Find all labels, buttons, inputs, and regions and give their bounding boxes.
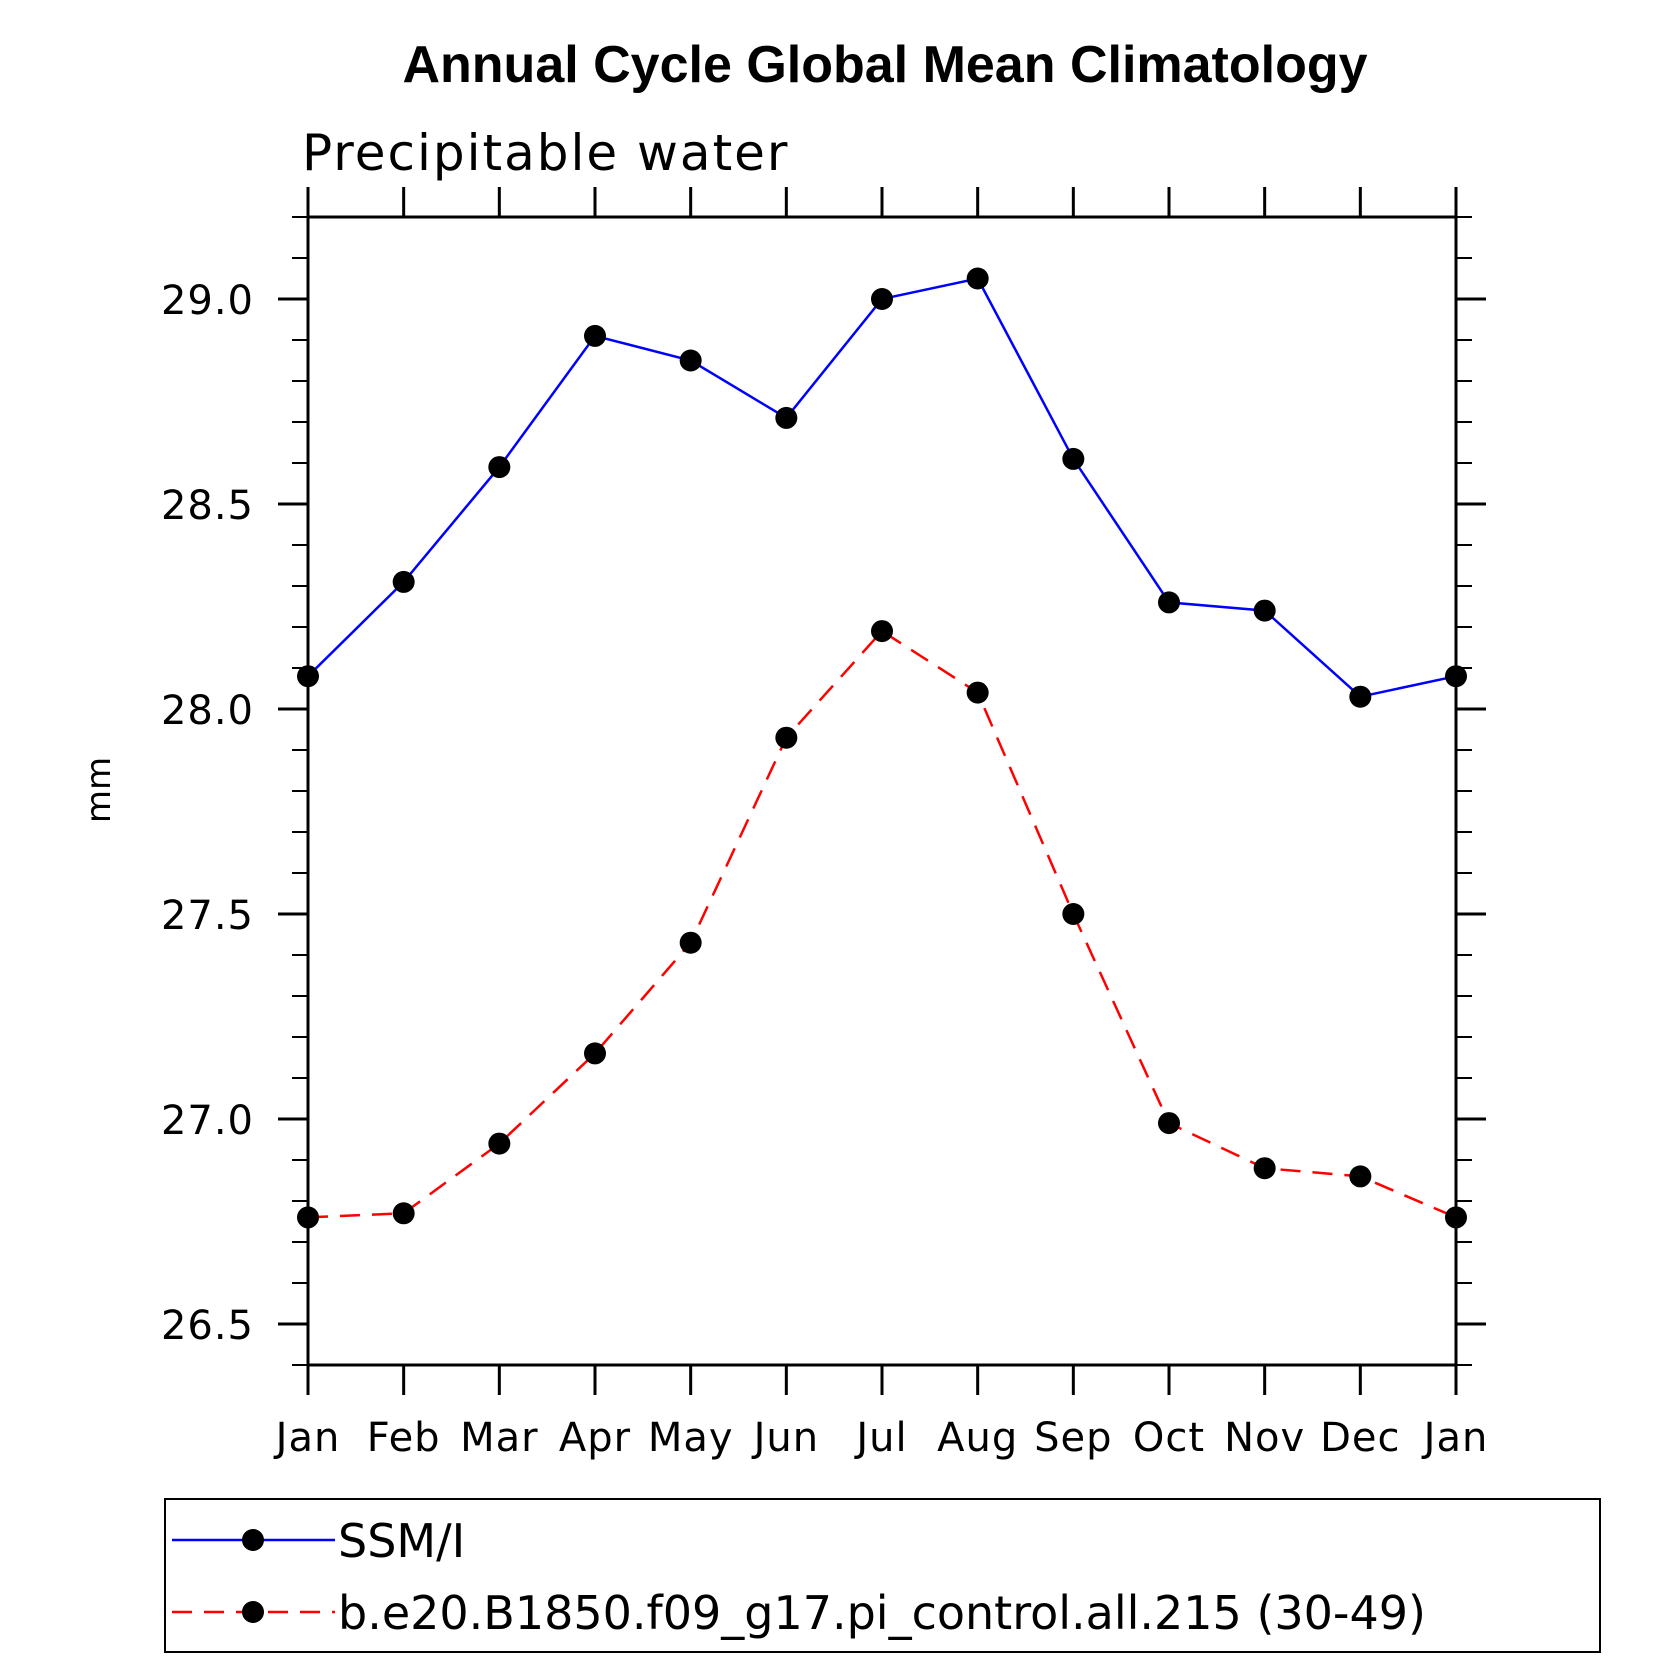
y-tick-label: 26.5 bbox=[161, 1303, 254, 1349]
y-tick-label: 27.5 bbox=[161, 893, 254, 939]
data-point bbox=[1062, 447, 1085, 470]
x-tick-label: Apr bbox=[559, 1415, 631, 1461]
data-point bbox=[775, 406, 798, 429]
data-point bbox=[871, 620, 893, 643]
data-point bbox=[488, 1132, 511, 1155]
plot-frame bbox=[306, 215, 1458, 1367]
x-tick-label: Dec bbox=[1320, 1415, 1400, 1461]
x-tick-label: Jan bbox=[1421, 1415, 1489, 1461]
x-tick-label: Mar bbox=[460, 1415, 538, 1461]
chart-subtitle: Precipitable water bbox=[302, 124, 790, 182]
x-tick-label: Jul bbox=[853, 1415, 907, 1461]
data-point bbox=[679, 931, 702, 954]
data-point bbox=[297, 665, 319, 688]
legend-box bbox=[164, 1498, 1601, 1653]
data-point bbox=[871, 288, 893, 310]
data-point bbox=[584, 324, 606, 347]
x-tick-label: Jun bbox=[751, 1415, 820, 1461]
x-tick-labels: Jan Feb Mar Apr May Jun Jul Aug Sep Oct Nov Dec Jan bbox=[273, 1415, 1489, 1461]
data-point bbox=[1062, 903, 1085, 925]
y-tick-label: 28.5 bbox=[161, 483, 254, 529]
y-tick-label: 27.0 bbox=[161, 1098, 254, 1144]
data-point bbox=[1158, 591, 1180, 614]
data-point bbox=[488, 456, 511, 479]
data-point bbox=[392, 570, 415, 593]
x-tick-label: Aug bbox=[937, 1415, 1018, 1461]
data-point bbox=[392, 1202, 415, 1225]
data-point bbox=[679, 349, 702, 372]
x-tick-label: Sep bbox=[1034, 1415, 1112, 1461]
y-tick-label: 29.0 bbox=[161, 278, 254, 324]
x-tick-label: May bbox=[648, 1415, 734, 1461]
y-tick-label: 28.0 bbox=[161, 688, 254, 734]
y-tick-labels: 26.5 27.0 27.5 28.0 28.5 29.0 bbox=[161, 278, 254, 1349]
x-tick-label: Jan bbox=[273, 1415, 341, 1461]
legend-marker-model bbox=[242, 1601, 264, 1623]
x-tick-label: Feb bbox=[367, 1415, 441, 1461]
series-group bbox=[297, 267, 1467, 1229]
series-line-1 bbox=[307, 629, 1457, 1219]
data-point bbox=[775, 726, 798, 749]
data-point bbox=[1445, 665, 1467, 688]
legend-label-ssmi: SSM/I bbox=[338, 1514, 465, 1568]
axis-ticks bbox=[278, 187, 1486, 1395]
x-tick-label: Nov bbox=[1224, 1415, 1305, 1461]
data-point bbox=[966, 681, 989, 704]
data-point bbox=[1253, 599, 1276, 622]
chart-title: Annual Cycle Global Mean Climatology bbox=[402, 36, 1367, 94]
data-point bbox=[297, 1206, 319, 1229]
x-tick-label: Oct bbox=[1133, 1415, 1205, 1461]
legend: SSM/I b.e20.B1850.f09_g17.pi_control.all… bbox=[164, 1498, 1601, 1653]
data-point bbox=[1253, 1157, 1276, 1180]
data-point bbox=[1349, 685, 1372, 708]
data-point bbox=[1445, 1206, 1467, 1229]
y-axis-label: mm bbox=[79, 757, 119, 823]
legend-label-model: b.e20.B1850.f09_g17.pi_control.all.215 (… bbox=[338, 1586, 1426, 1640]
data-point bbox=[1158, 1112, 1180, 1135]
data-point bbox=[584, 1042, 606, 1065]
data-point bbox=[966, 267, 989, 290]
legend-marker-ssmi bbox=[242, 1529, 264, 1551]
data-point bbox=[1349, 1165, 1372, 1188]
